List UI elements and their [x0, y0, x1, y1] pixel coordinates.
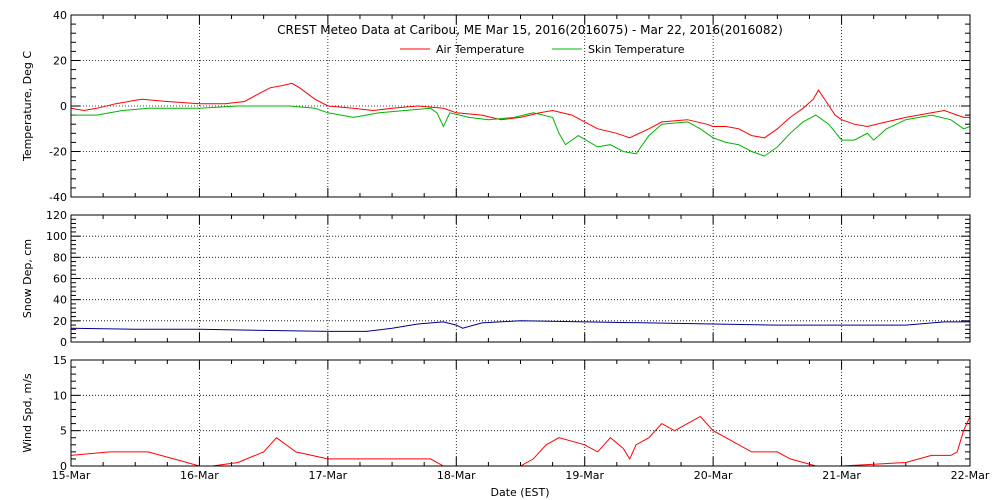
series-line-snow-depth [70, 320, 970, 332]
y-tick-label: 20 [53, 55, 67, 68]
x-tick-label: 20-Mar [694, 469, 733, 482]
y-tick-label: 40 [53, 9, 67, 22]
plot-frame-temperature [70, 14, 971, 198]
plot-panels: -40 -20 0 20 40 Temperature, Deg C 0 20 40 60 80 10… [21, 9, 990, 482]
y-tick-label: -40 [49, 191, 67, 204]
y-axis-label-temperature: Temperature, Deg C [21, 51, 34, 162]
series-line-air-temperature [70, 82, 970, 139]
y-tick-label: 0 [60, 336, 67, 349]
series-line-wind-speed [70, 415, 971, 467]
series-line-skin-temperature [71, 105, 971, 157]
chart-title: CREST Meteo Data at Caribou, ME Mar 15, … [277, 23, 783, 37]
panel-wind-speed: 0 5 10 15 Wind Spd, m/s [21, 354, 971, 473]
y-tick-label: 60 [53, 273, 67, 286]
y-tick-label: 0 [60, 460, 67, 473]
x-tick-label: 21-Mar [822, 469, 861, 482]
y-tick-label: 0 [60, 100, 67, 113]
y-tick-label: 120 [46, 209, 67, 222]
y-tick-label: -20 [49, 146, 67, 159]
plot-frame-snow-depth [70, 214, 971, 343]
y-tick-label: 40 [53, 294, 67, 307]
panel-snow-depth: 0 20 40 60 80 100 120 Snow Dep, cm [21, 209, 971, 349]
x-tick-label: 17-Mar [308, 469, 347, 482]
y-tick-label: 80 [53, 251, 67, 264]
x-tick-label: 18-Mar [437, 469, 476, 482]
y-axis-label-snow-depth: Snow Dep, cm [21, 239, 34, 318]
legend-label-air-temperature: Air Temperature [436, 43, 525, 56]
x-tick-label: 15-Mar [52, 469, 91, 482]
legend-label-skin-temperature: Skin Temperature [588, 43, 685, 56]
x-tick-label: 19-Mar [565, 469, 604, 482]
x-axis-label: Date (EST) [490, 486, 549, 499]
y-tick-label: 100 [46, 230, 67, 243]
y-tick-label: 20 [53, 315, 67, 328]
panel-temperature: -40 -20 0 20 40 Temperature, Deg C [21, 9, 971, 204]
x-tick-label: 22-Mar [951, 469, 990, 482]
x-tick-label: 16-Mar [180, 469, 219, 482]
plot-frame-wind-speed [70, 359, 971, 467]
y-tick-label: 15 [53, 354, 67, 367]
legend: Air Temperature Skin Temperature [400, 43, 685, 56]
y-tick-label: 5 [60, 425, 67, 438]
y-tick-label: 10 [53, 389, 67, 402]
y-axis-label-wind-speed: Wind Spd, m/s [21, 373, 34, 453]
